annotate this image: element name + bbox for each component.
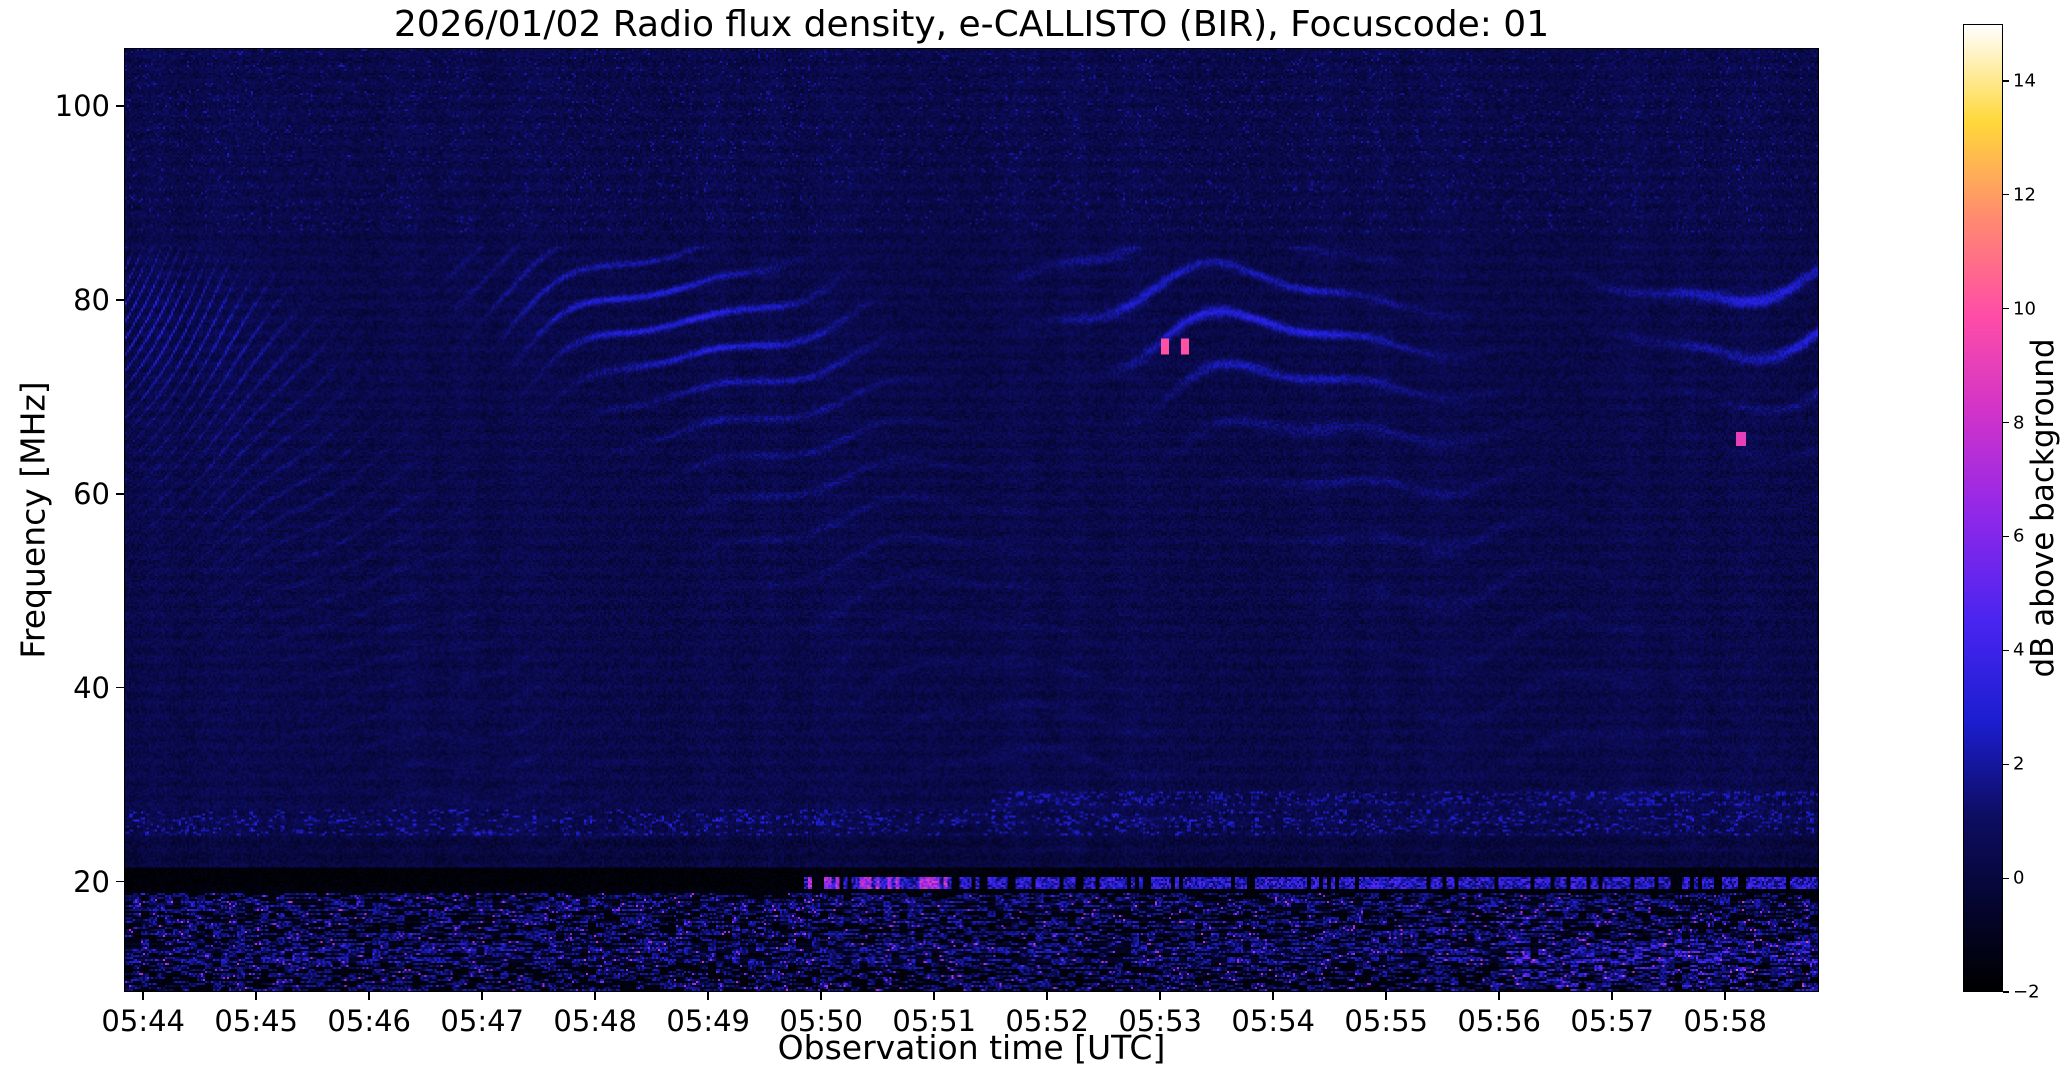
x-tick-mark [1724, 992, 1726, 1000]
x-tick-label: 05:52 [1005, 1004, 1089, 1038]
x-tick-mark [255, 992, 257, 1000]
plot-area [124, 48, 1819, 992]
x-tick-mark [594, 992, 596, 1000]
x-tick-label: 05:51 [892, 1004, 976, 1038]
y-tick-mark [116, 299, 124, 301]
colorbar [1963, 24, 2003, 992]
x-tick-label: 05:46 [327, 1004, 411, 1038]
colorbar-tick-mark [2003, 877, 2009, 879]
x-tick-mark [820, 992, 822, 1000]
x-tick-mark [1046, 992, 1048, 1000]
colorbar-tick-label: 4 [2013, 639, 2025, 661]
spectrogram-canvas [125, 49, 1818, 991]
colorbar-tick-label: 6 [2013, 525, 2025, 547]
y-tick-label: 100 [54, 89, 110, 124]
colorbar-tick-mark [2003, 991, 2009, 993]
colorbar-tick-label: 2 [2013, 753, 2025, 775]
x-tick-label: 05:47 [440, 1004, 524, 1038]
colorbar-tick-label: 14 [2013, 70, 2036, 92]
x-tick-label: 05:49 [666, 1004, 750, 1038]
x-tick-label: 05:56 [1457, 1004, 1541, 1038]
colorbar-tick-label: 0 [2013, 867, 2025, 889]
colorbar-tick-mark [2003, 308, 2009, 310]
y-tick-label: 20 [73, 864, 110, 899]
colorbar-tick-label: 12 [2013, 184, 2036, 206]
x-tick-label: 05:45 [214, 1004, 298, 1038]
x-tick-label: 05:58 [1683, 1004, 1767, 1038]
chart-title: 2026/01/02 Radio flux density, e-CALLIST… [393, 4, 1550, 45]
y-tick-mark [116, 686, 124, 689]
y-tick-mark [116, 493, 124, 495]
colorbar-tick-label: 8 [2013, 412, 2025, 434]
x-tick-mark [707, 992, 709, 1000]
x-tick-mark [1159, 992, 1161, 1000]
y-tick-mark [116, 105, 124, 107]
y-axis-label: Frequency [MHz] [13, 381, 53, 659]
x-axis-label: Observation time [UTC] [777, 1028, 1166, 1067]
y-tick-label: 40 [73, 670, 110, 705]
x-tick-label: 05:53 [1118, 1004, 1202, 1038]
x-tick-label: 05:54 [1231, 1004, 1315, 1038]
x-tick-label: 05:57 [1570, 1004, 1654, 1038]
x-tick-label: 05:44 [101, 1004, 185, 1038]
y-tick-label: 60 [73, 476, 110, 511]
colorbar-tick-mark [2003, 535, 2009, 538]
colorbar-tick-mark [2003, 194, 2009, 196]
colorbar-tick-mark [2003, 649, 2009, 651]
x-tick-mark [481, 992, 483, 1000]
colorbar-tick-mark [2003, 421, 2009, 424]
x-tick-mark [1498, 992, 1500, 1000]
colorbar-gradient [1964, 25, 2002, 991]
colorbar-tick-mark [2003, 80, 2009, 82]
y-tick-mark [116, 880, 124, 883]
x-tick-mark [1272, 992, 1274, 1000]
y-tick-label: 80 [73, 282, 110, 317]
colorbar-tick-label: −2 [2013, 981, 2040, 1003]
x-tick-mark [933, 992, 935, 1000]
colorbar-tick-label: 10 [2013, 298, 2036, 320]
x-tick-label: 05:48 [553, 1004, 637, 1038]
x-tick-mark [1611, 992, 1613, 1000]
x-tick-mark [142, 992, 144, 1000]
x-tick-label: 05:50 [779, 1004, 863, 1038]
x-tick-label: 05:55 [1344, 1004, 1428, 1038]
x-tick-mark [1385, 992, 1387, 1000]
colorbar-tick-mark [2003, 763, 2009, 765]
colorbar-label: dB above background [2025, 338, 2061, 678]
x-tick-mark [368, 992, 370, 1000]
